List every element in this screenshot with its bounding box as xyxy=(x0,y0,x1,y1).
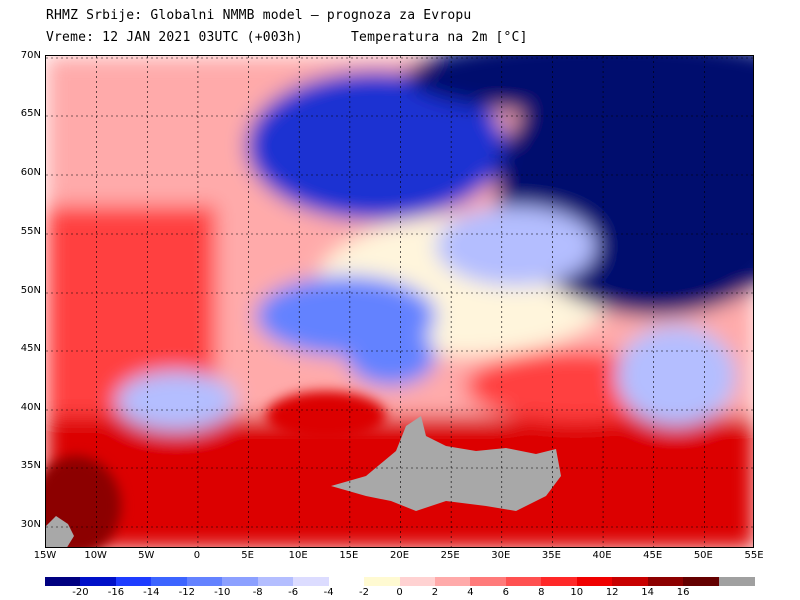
lon-label-0: 0 xyxy=(193,550,201,561)
lon-label-15w: 15W xyxy=(33,550,57,561)
lon-label-55e: 55E xyxy=(744,550,764,561)
map-subtitle: Vreme: 12 JAN 2021 03UTC (+003h) Tempera… xyxy=(46,30,528,45)
lon-label-5e: 5E xyxy=(241,550,254,561)
legend-label: -10 xyxy=(214,587,231,598)
legend-label: 6 xyxy=(502,587,510,598)
legend-label: -14 xyxy=(143,587,160,598)
legend-swatch xyxy=(115,577,152,586)
lat-label-45n: 45N xyxy=(20,343,41,354)
legend-label: 10 xyxy=(570,587,584,598)
legend-swatch xyxy=(470,577,507,586)
legend-label: -16 xyxy=(107,587,125,598)
legend-swatch xyxy=(222,577,259,586)
legend-label: -20 xyxy=(72,587,89,598)
temperature-map xyxy=(45,55,754,548)
field-arctic-very-cold xyxy=(406,56,753,116)
lon-label-15e: 15E xyxy=(339,550,359,561)
legend-label: 0 xyxy=(396,587,403,598)
legend-label: 2 xyxy=(431,587,439,598)
legend-swatch xyxy=(328,577,365,586)
legend-swatch xyxy=(45,577,81,586)
lon-label-10w: 10W xyxy=(84,550,107,561)
legend-label: -8 xyxy=(252,587,263,598)
lat-label-40n: 40N xyxy=(20,402,41,413)
lon-label-10e: 10E xyxy=(288,550,308,561)
legend-swatch xyxy=(80,577,117,586)
legend-label: 14 xyxy=(641,587,655,598)
lon-label-25e: 25E xyxy=(440,550,460,561)
legend-swatch xyxy=(364,577,401,586)
lat-label-30n: 30N xyxy=(20,519,41,530)
legend-swatch xyxy=(151,577,188,586)
lon-label-50e: 50E xyxy=(693,550,713,561)
lat-label-65n: 65N xyxy=(20,108,41,119)
legend-label: -4 xyxy=(323,587,334,598)
lon-label-30e: 30E xyxy=(491,550,511,561)
legend-swatch xyxy=(293,577,330,586)
legend-label: 8 xyxy=(538,587,545,598)
legend-swatch xyxy=(683,577,720,586)
lon-label-40e: 40E xyxy=(592,550,612,561)
field-balkans-cool xyxy=(346,326,436,386)
lon-label-5w: 5W xyxy=(138,550,155,561)
legend-swatch xyxy=(647,577,684,586)
lat-label-50n: 50N xyxy=(20,285,41,296)
bay-of-biscay-mask xyxy=(46,516,74,547)
field-poland-chilly xyxy=(436,206,596,286)
lon-label-45e: 45E xyxy=(643,550,663,561)
color-legend xyxy=(45,577,755,586)
legend-swatch xyxy=(257,577,294,586)
legend-swatch xyxy=(186,577,223,586)
legend-label: -12 xyxy=(178,587,195,598)
map-title: RHMZ Srbije: Globalni NMMB model — progn… xyxy=(46,8,472,23)
legend-label: 16 xyxy=(676,587,690,598)
field-tyrrhenian-hot xyxy=(266,391,386,441)
legend-label: -2 xyxy=(359,587,370,598)
legend-swatch xyxy=(505,577,542,586)
lat-label-70n: 70N xyxy=(20,50,41,61)
legend-label: 12 xyxy=(605,587,619,598)
legend-label: 4 xyxy=(467,587,474,598)
legend-swatch xyxy=(541,577,578,586)
legend-swatch xyxy=(718,577,755,586)
temperature-map-canvas xyxy=(46,56,753,547)
lon-label-35e: 35E xyxy=(541,550,561,561)
mediterranean-sea-mask xyxy=(331,416,561,511)
legend-swatch xyxy=(399,577,436,586)
lon-label-20e: 20E xyxy=(389,550,410,561)
field-caucasus-chilly xyxy=(616,326,736,426)
legend-swatch xyxy=(612,577,649,586)
legend-swatch xyxy=(434,577,471,586)
legend-label: -6 xyxy=(288,587,299,598)
graticule-grid xyxy=(46,56,753,547)
field-iberia-chilly xyxy=(116,371,236,431)
lat-label-60n: 60N xyxy=(20,167,41,178)
lat-label-55n: 55N xyxy=(20,226,41,237)
legend-swatch xyxy=(576,577,613,586)
lat-label-35n: 35N xyxy=(20,460,41,471)
field-scandinavia-cold xyxy=(246,71,506,221)
